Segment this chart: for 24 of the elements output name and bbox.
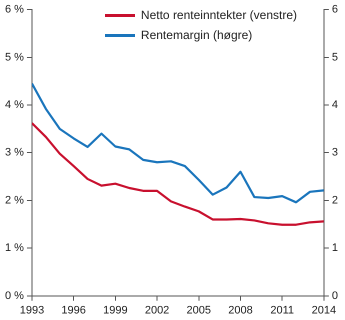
legend-label: Rentemargin (høgre) [140,28,252,42]
y-tick-label: 3 % [4,146,24,159]
y2-tick-label: 6 [332,4,338,16]
y-tick-label: 5 % [4,51,24,64]
y2-tick-label: 4 [332,99,338,112]
legend-label: Netto renteinntekter (venstre) [140,8,297,22]
x-tick-label: 2002 [144,304,170,316]
x-tick-label: 2008 [228,304,253,316]
y2-tick-label: 5 [332,51,338,64]
x-tick-label: 1993 [20,304,44,316]
x-tick-label: 2011 [270,304,294,316]
y-tick-label: 0 % [4,290,24,302]
x-tick-label: 1996 [61,304,86,316]
y-tick-label: 2 % [4,194,24,206]
y2-tick-label: 2 [332,194,338,206]
y-tick-label: 4 % [4,99,24,112]
y2-tick-label: 0 [332,290,338,302]
x-tick-label: 2014 [312,304,336,316]
x-tick-label: 1999 [103,304,128,316]
y2-tick-label: 1 [332,242,338,254]
y-tick-label: 6 % [4,4,24,16]
x-tick-label: 2005 [186,304,212,316]
y-tick-label: 1 % [4,242,24,254]
y2-tick-label: 3 [332,146,338,159]
